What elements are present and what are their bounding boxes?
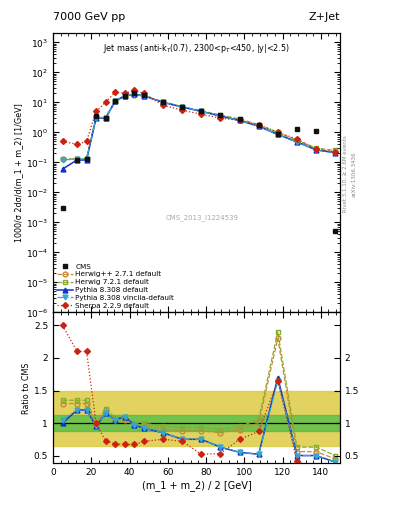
- Y-axis label: 1000/σ 2dσ/d(m_1 + m_2) [1/GeV]: 1000/σ 2dσ/d(m_1 + m_2) [1/GeV]: [14, 103, 23, 242]
- Legend: CMS, Herwig++ 2.7.1 default, Herwig 7.2.1 default, Pythia 8.308 default, Pythia : CMS, Herwig++ 2.7.1 default, Herwig 7.2.…: [57, 264, 174, 309]
- Text: 7000 GeV pp: 7000 GeV pp: [53, 12, 125, 22]
- Text: arXiv:1306.3436: arXiv:1306.3436: [351, 151, 356, 197]
- Text: Rivet 3.1.10, ≥ 2.6M events: Rivet 3.1.10, ≥ 2.6M events: [343, 136, 347, 212]
- Y-axis label: Ratio to CMS: Ratio to CMS: [22, 362, 31, 414]
- X-axis label: (m_1 + m_2) / 2 [GeV]: (m_1 + m_2) / 2 [GeV]: [141, 480, 252, 491]
- Text: Z+Jet: Z+Jet: [309, 12, 340, 22]
- Text: Jet mass (anti-k$_T$(0.7), 2300<p$_T$<450, |y|<2.5): Jet mass (anti-k$_T$(0.7), 2300<p$_T$<45…: [103, 41, 290, 55]
- Text: CMS_2013_I1224539: CMS_2013_I1224539: [166, 214, 239, 221]
